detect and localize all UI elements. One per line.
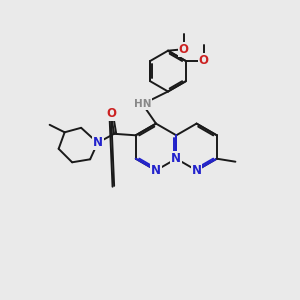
Text: HN: HN xyxy=(134,99,151,109)
Text: N: N xyxy=(151,164,161,177)
Text: O: O xyxy=(106,107,116,120)
Text: N: N xyxy=(171,152,181,165)
Text: O: O xyxy=(178,43,189,56)
Text: O: O xyxy=(199,54,209,68)
Text: N: N xyxy=(93,136,103,149)
Text: N: N xyxy=(191,164,202,177)
